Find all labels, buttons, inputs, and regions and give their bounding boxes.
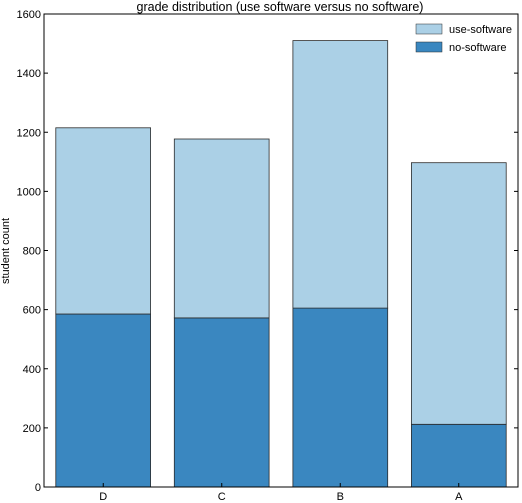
legend-label-use-software: use-software (449, 24, 512, 36)
bar-no-software-D (55, 313, 152, 488)
chart-title: grade distribution (use software versus … (137, 0, 424, 14)
y-tick-label: 400 (23, 364, 41, 376)
bar-no-software-B (292, 307, 389, 488)
legend: use-software no-software (415, 23, 512, 54)
y-tick-label: 800 (23, 246, 41, 258)
y-tick-label: 600 (23, 305, 41, 317)
y-tick-label: 200 (23, 423, 41, 435)
y-tick-label: 1600 (17, 9, 41, 21)
y-tick-label: 1200 (17, 127, 41, 139)
bar-use-software-B (292, 40, 389, 309)
legend-swatch-no-software (415, 41, 443, 53)
x-tick-label: B (337, 491, 344, 503)
legend-swatch-use-software (415, 23, 443, 35)
x-tick-label: D (99, 491, 107, 503)
bar-use-software-D (55, 127, 152, 315)
bar-use-software-A (410, 162, 507, 425)
plot-frame (43, 13, 519, 488)
bar-group (55, 40, 507, 488)
y-tick-label: 1400 (17, 68, 41, 80)
y-tick-label: 0 (35, 482, 41, 494)
y-axis-label: student count (0, 218, 12, 284)
y-axis-ticks: 0 200 400 600 800 1000 1200 1400 1600 (17, 9, 518, 494)
x-tick-label: A (455, 491, 463, 503)
legend-label-no-software: no-software (449, 42, 506, 54)
x-tick-label: C (218, 491, 226, 503)
y-tick-label: 1000 (17, 186, 41, 198)
bar-no-software-C (173, 317, 270, 488)
bar-use-software-C (173, 138, 270, 319)
bar-no-software-A (410, 423, 507, 488)
